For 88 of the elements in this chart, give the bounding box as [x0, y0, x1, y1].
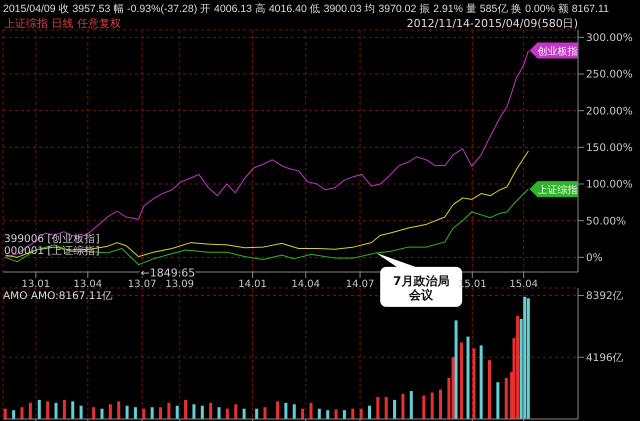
y-tick-label: 200.00% [586, 105, 633, 118]
bar [20, 407, 24, 419]
bar [54, 402, 58, 419]
bar [117, 401, 120, 419]
y-tick-label: 150.00% [586, 142, 633, 154]
bar [393, 400, 396, 419]
bar [255, 408, 258, 419]
bar [496, 382, 500, 419]
bar [410, 391, 413, 419]
bar [184, 400, 188, 419]
x-tick-label: 13.09 [165, 279, 194, 290]
series-label: 上证综指 [537, 184, 578, 196]
bar [209, 402, 212, 419]
bar [334, 409, 338, 419]
x-tick-label: 15.04 [509, 279, 538, 290]
bar [234, 404, 238, 419]
bar [326, 410, 330, 419]
x-tick-label: 14.07 [346, 279, 374, 290]
bar [523, 296, 526, 419]
bar [28, 402, 32, 419]
bar [430, 392, 434, 419]
bar [134, 407, 137, 419]
bar [526, 298, 530, 419]
y-tick-label: 100.00% [586, 178, 633, 191]
bar [466, 336, 470, 419]
x-tick-label: 14.04 [291, 279, 320, 290]
bar [159, 407, 162, 419]
x-tick-label: 13.07 [128, 279, 156, 290]
bar [460, 342, 463, 419]
bar [472, 348, 476, 419]
bar [284, 402, 288, 419]
bar [318, 408, 321, 419]
bar [516, 316, 520, 419]
bar [376, 396, 380, 419]
bar [276, 401, 280, 419]
bar [488, 360, 492, 419]
bar [242, 408, 246, 419]
bar [301, 408, 304, 419]
y-tick-label: 4196亿 [586, 352, 624, 364]
y-tick-label: 250.00% [586, 68, 633, 81]
bar [192, 404, 196, 419]
bar [226, 408, 229, 419]
bar [452, 357, 455, 419]
x-tick-label: 13.04 [73, 279, 102, 290]
x-tick-label: 13.01 [22, 279, 50, 290]
bar [351, 408, 354, 419]
bar [454, 320, 458, 419]
annotation: 7月政治局会议 [393, 274, 450, 302]
text: 2012/11/14-2015/04/09(580日) [406, 16, 578, 31]
bar [292, 404, 296, 419]
bar [309, 402, 312, 419]
bar [368, 406, 371, 419]
x-tick-label: 14.01 [238, 279, 267, 290]
bar [108, 404, 112, 419]
line-series [4, 150, 529, 258]
y-tick-label: 8392亿 [586, 290, 624, 302]
y-tick-label: 300.00% [586, 32, 633, 44]
chart-title: 2015/04/09 收 3957.53 幅 -0.93%(-37.28) 开 4006.13 高 4016.40 低 3900.03 均 3970.02 振 2.91% 量 585亿 换 0.00% 额 8167.11 [3, 2, 609, 16]
bar [401, 394, 404, 419]
bar [142, 408, 146, 419]
bar [504, 378, 508, 419]
bar [126, 406, 129, 419]
bar [150, 407, 154, 419]
bar [92, 407, 96, 419]
bar [71, 401, 74, 419]
bar [218, 407, 221, 419]
bar [360, 408, 363, 419]
bar [80, 406, 83, 419]
bar [200, 406, 204, 419]
y-tick-label: 50.00% [586, 215, 626, 228]
bar [12, 410, 16, 419]
bar [422, 395, 426, 419]
bar [439, 390, 442, 419]
chart-title: AMO AMO:8167.11亿 [3, 289, 114, 303]
bar [4, 408, 7, 419]
bar [100, 408, 104, 419]
bar [342, 410, 346, 419]
bar [62, 400, 66, 419]
bar [384, 396, 388, 419]
bar [46, 401, 50, 419]
bar [264, 407, 267, 419]
bar [38, 400, 41, 419]
y-tick-label: 0% [586, 252, 603, 264]
bar [480, 345, 483, 419]
bar [176, 406, 179, 419]
series-label: 创业板指 [537, 46, 578, 58]
chart-subtitle: 上证综指 日线 任意复权 [4, 16, 121, 31]
bar [167, 402, 170, 419]
